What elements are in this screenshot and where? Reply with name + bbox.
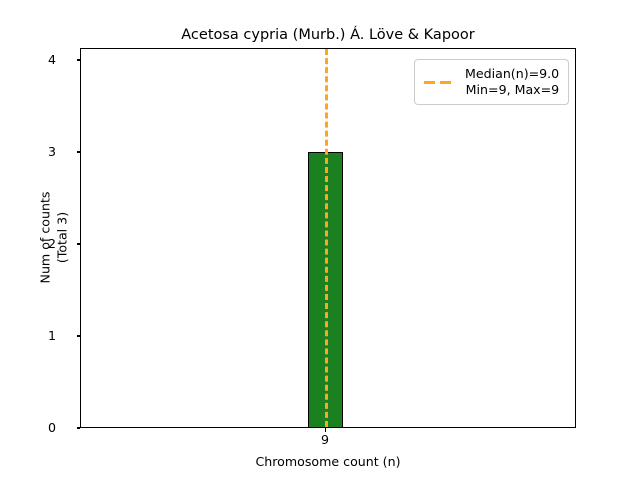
y-axis-label-total: (Total 3) xyxy=(54,211,70,264)
y-tick-mark-1 xyxy=(76,335,80,337)
x-axis-label: Chromosome count (n) xyxy=(255,454,401,469)
y-tick-mark-0 xyxy=(76,427,80,429)
legend: Median(n)=9.0 Min=9, Max=9 xyxy=(414,59,570,105)
y-tick-mark-3 xyxy=(76,151,80,153)
legend-label-minmax: Min=9, Max=9 xyxy=(465,82,560,97)
legend-label-median: Median(n)=9.0 xyxy=(465,66,560,81)
y-tick-label-3: 3 xyxy=(47,144,56,159)
legend-text: Median(n)=9.0 Min=9, Max=9 xyxy=(465,66,559,98)
y-tick-mark-4 xyxy=(76,59,80,61)
y-tick-mark-2 xyxy=(76,243,80,245)
median-line xyxy=(324,49,328,427)
legend-dash-sample-icon xyxy=(424,75,456,89)
x-tick-mark-9 xyxy=(324,428,326,432)
y-tick-label-0: 0 xyxy=(47,420,56,435)
y-tick-label-4: 4 xyxy=(47,52,56,67)
y-tick-label-2: 2 xyxy=(47,236,56,251)
y-tick-label-1: 1 xyxy=(47,328,56,343)
x-tick-label-9: 9 xyxy=(320,432,329,447)
chart-title: Acetosa cypria (Murb.) Á. Löve & Kapoor xyxy=(181,27,475,43)
